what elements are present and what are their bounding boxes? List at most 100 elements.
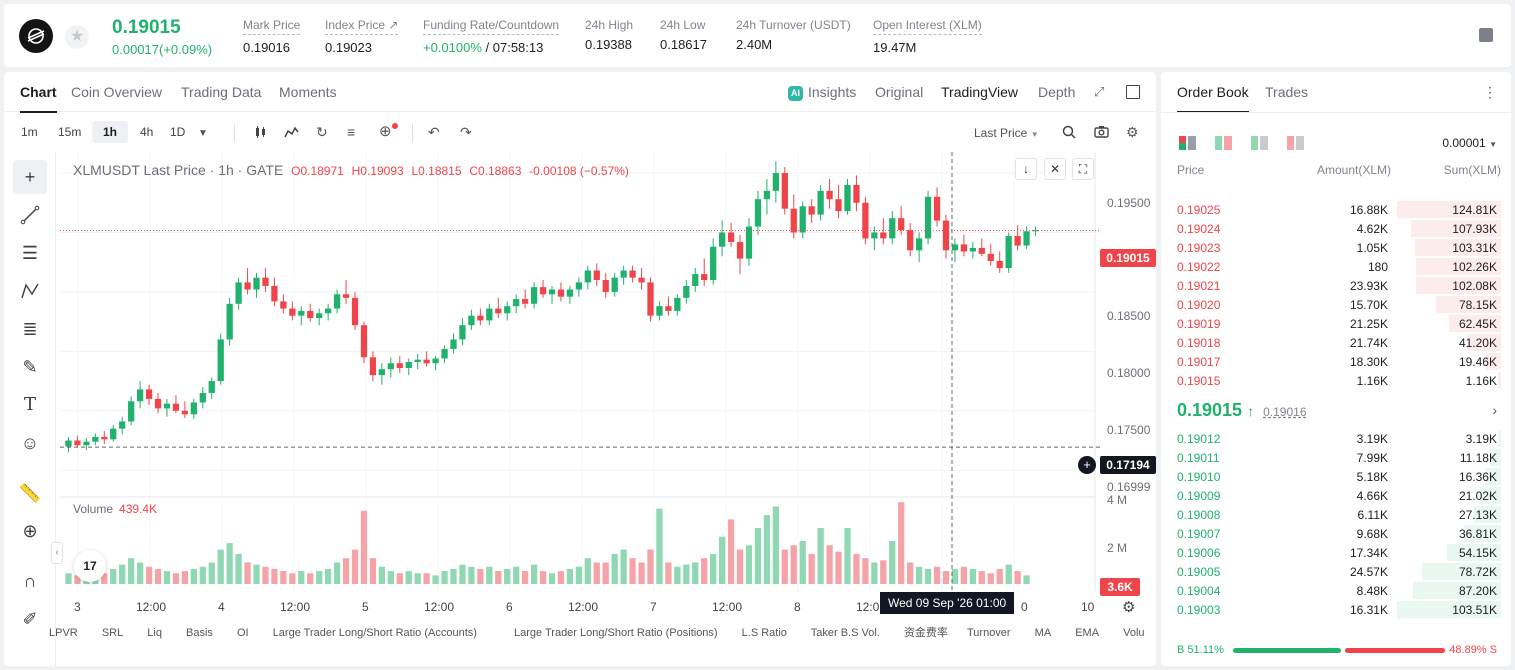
precision-select[interactable]: 0.00001 ▼ [1442,136,1497,150]
view-original[interactable]: Original [875,84,924,100]
stat-mark-price[interactable]: Mark Price 0.19016 [243,18,301,55]
bid-row[interactable]: 0.19010 5.18K 16.36K [1161,467,1511,486]
guide-book-icon[interactable] [1479,28,1493,42]
indicator-item[interactable]: Volu [1123,627,1145,639]
view-bids-icon[interactable] [1251,136,1269,150]
indicator-item[interactable]: EMA [1075,627,1100,639]
scroll-down-icon[interactable]: ↓ [1015,158,1037,180]
volume-bar [736,549,744,584]
templates-icon[interactable]: ≡ [347,124,356,140]
stat-open-interest[interactable]: Open Interest (XLM) 19.47M [873,18,982,55]
tab-chart[interactable]: Chart [20,84,57,113]
ask-row[interactable]: 0.19024 4.62K 107.93K [1161,219,1511,238]
bid-row[interactable]: 0.19004 8.48K 87.20K [1161,581,1511,600]
tab-coin-overview[interactable]: Coin Overview [71,84,163,100]
tradingview-logo[interactable]: 17 [74,550,106,582]
interval-1d[interactable]: 1D [170,125,186,139]
undo-icon[interactable]: ↶ [428,124,440,140]
bid-row[interactable]: 0.19003 16.31K 103.51K [1161,600,1511,619]
indicator-item[interactable]: Turnover [966,627,1011,639]
expand-icon[interactable]: ⤢ [1094,84,1105,99]
ask-row[interactable]: 0.19015 1.16K 1.16K [1161,371,1511,390]
view-asks-icon[interactable] [1287,136,1305,150]
indicator-item[interactable]: Taker B.S Vol. [810,627,880,639]
stat-funding-rate[interactable]: Funding Rate/Countdown +0.0100% / 07:58:… [423,18,560,55]
compare-icon[interactable]: ↻ [316,124,328,140]
bid-row[interactable]: 0.19012 3.19K 3.19K [1161,429,1511,448]
trend-line-icon[interactable] [13,198,47,232]
interval-1m[interactable]: 1m [21,125,38,139]
ask-row[interactable]: 0.19021 23.93K 102.08K [1161,276,1511,295]
bid-row[interactable]: 0.19006 17.34K 54.15K [1161,543,1511,562]
redo-icon[interactable]: ↷ [460,124,472,140]
interval-15m[interactable]: 15m [58,125,82,139]
bid-row[interactable]: 0.19005 24.57K 78.72K [1161,562,1511,581]
indicator-item[interactable]: MA [1034,627,1052,639]
indicator-item[interactable]: OI [237,627,249,639]
bid-row[interactable]: 0.19009 4.66K 21.02K [1161,486,1511,505]
view-tradingview[interactable]: TradingView [941,84,1019,100]
fullscreen-icon[interactable]: ⛶ [1072,158,1094,180]
indicator-item[interactable]: SRL [101,627,124,639]
collapse-icon[interactable]: ✕ [1044,158,1066,180]
search-icon[interactable] [1062,125,1076,141]
price-chart[interactable]: XLMUSDT Last Price · 1h · GATE O0.18971 … [51,152,1156,666]
pattern-icon[interactable] [13,274,47,308]
ask-row[interactable]: 0.19022 180 102.26K [1161,257,1511,276]
text-tool-icon[interactable]: T [23,394,36,415]
ask-row[interactable]: 0.19023 1.05K 103.31K [1161,238,1511,257]
bid-row[interactable]: 0.19007 9.68K 36.81K [1161,524,1511,543]
zoom-in-icon[interactable]: ⊕ [22,521,38,541]
brush-icon[interactable]: ✎ [22,357,38,377]
settings-gear-icon[interactable]: ⚙ [1126,124,1139,140]
interval-dropdown-icon[interactable]: ▼ [198,128,208,139]
indicator-item[interactable]: Large Trader Long/Short Ratio (Accounts) [272,627,477,639]
chevron-right-icon[interactable]: › [1492,402,1497,418]
indicator-item[interactable]: Large Trader Long/Short Ratio (Positions… [513,627,718,639]
tab-order-book[interactable]: Order Book [1177,84,1249,113]
indicator-item[interactable]: Liq [147,627,162,639]
tab-moments[interactable]: Moments [279,84,337,100]
add-alert-icon[interactable]: + [1078,456,1096,474]
stat-index-price[interactable]: Index Price ↗ 0.19023 [325,18,399,55]
bid-row[interactable]: 0.19008 6.11K 27.13K [1161,505,1511,524]
emoji-icon[interactable]: ☺ [20,433,40,453]
interval-4h[interactable]: 4h [140,125,154,139]
crosshair-icon[interactable]: + [13,160,47,194]
collapse-toolbar-icon[interactable]: ‹ [51,542,63,564]
indicator-item[interactable]: 资金费率 [903,627,948,639]
view-both-alt-icon[interactable] [1215,136,1233,150]
tab-trades[interactable]: Trades [1265,84,1309,100]
interval-1h[interactable]: 1h [92,121,129,143]
candle-type-icon[interactable] [254,125,268,141]
indicator-item[interactable]: L.S Ratio [741,627,787,639]
ask-row[interactable]: 0.19020 15.70K 78.15K [1161,295,1511,314]
bid-row[interactable]: 0.19011 7.99K 11.18K [1161,448,1511,467]
view-both-icon[interactable] [1179,136,1197,150]
magnet-icon[interactable]: ∩ [23,571,37,591]
insights-button[interactable]: AI Insights [788,84,856,101]
ruler-icon[interactable]: 📏 [18,483,42,503]
candlestick-chart-svg[interactable] [60,152,1152,666]
more-menu-icon[interactable]: ⋮ [1483,84,1497,100]
add-indicator-icon[interactable]: ⊕ [379,123,398,139]
favorite-star-icon[interactable]: ★ [65,25,89,49]
ask-row[interactable]: 0.19018 21.74K 41.20K [1161,333,1511,352]
mid-price[interactable]: 0.19015 ↑ 0.19016 [1177,400,1307,421]
lock-drawing-icon[interactable]: ✐ [22,609,38,629]
indicators-icon[interactable] [284,125,299,141]
ask-row[interactable]: 0.19025 16.88K 124.81K [1161,200,1511,219]
camera-icon[interactable] [1094,125,1109,140]
chart-settings-icon[interactable]: ⚙ [1122,599,1136,616]
candle-body [101,436,108,440]
price-type-select[interactable]: Last Price ▼ [974,126,1039,140]
fib-icon[interactable]: ≣ [22,319,38,339]
view-depth[interactable]: Depth [1038,84,1076,100]
indicator-item[interactable]: LPVR [49,627,78,639]
horizontal-lines-icon[interactable]: ☰ [21,243,39,263]
window-icon[interactable] [1126,85,1140,99]
tab-trading-data[interactable]: Trading Data [181,84,262,100]
ask-row[interactable]: 0.19019 21.25K 62.45K [1161,314,1511,333]
ask-row[interactable]: 0.19017 18.30K 19.46K [1161,352,1511,371]
indicator-item[interactable]: Basis [186,627,213,639]
